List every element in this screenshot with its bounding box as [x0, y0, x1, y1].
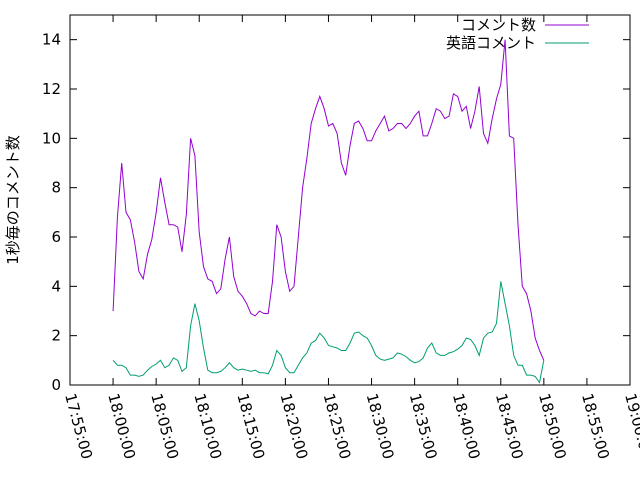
series-lines: [112, 39, 545, 384]
y-tick-label: 12: [42, 80, 61, 98]
plot-frame: [69, 14, 631, 386]
x-tick-label: 18:50:00: [535, 391, 570, 461]
plot-frame-border: [69, 14, 631, 386]
x-tick-label: 18:55:00: [578, 391, 613, 461]
x-tick-label: 18:20:00: [277, 391, 312, 461]
y-tick-label: 8: [51, 179, 61, 197]
legend-label: コメント数: [461, 16, 536, 34]
x-tick-label: 18:30:00: [363, 391, 398, 461]
y-tick-label: 0: [51, 376, 61, 394]
y-tick-label: 10: [42, 129, 61, 147]
x-tick-label: 18:15:00: [233, 391, 268, 461]
y-tick-label: 6: [51, 228, 61, 246]
x-tick-label: 18:10:00: [190, 391, 225, 461]
y-axis-label: 1秒毎のコメント数: [4, 135, 22, 265]
x-tick-label: 19:00:00: [621, 391, 640, 461]
y-tick-label: 2: [51, 327, 61, 345]
x-tick-label: 18:00:00: [104, 391, 139, 461]
x-tick-label: 18:05:00: [147, 391, 182, 461]
y-tick-label: 4: [51, 277, 61, 295]
x-tick-label: 18:25:00: [320, 391, 355, 461]
x-tick-label: 18:45:00: [492, 391, 527, 461]
y-axis: 0 2 4 6 8 10 12 14: [42, 31, 630, 394]
series-line-2: [112, 281, 545, 384]
legend-label: 英語コメント: [446, 34, 536, 52]
y-tick-label: 14: [42, 31, 61, 49]
x-tick-label: 17:55:00: [61, 391, 96, 461]
x-tick-label: 18:35:00: [406, 391, 441, 461]
series-line-1: [112, 39, 545, 361]
x-tick-label: 18:40:00: [449, 391, 484, 461]
x-axis: 17:55:00 18:00:00 18:05:00 18:10:00 18:15:00…: [61, 15, 640, 461]
